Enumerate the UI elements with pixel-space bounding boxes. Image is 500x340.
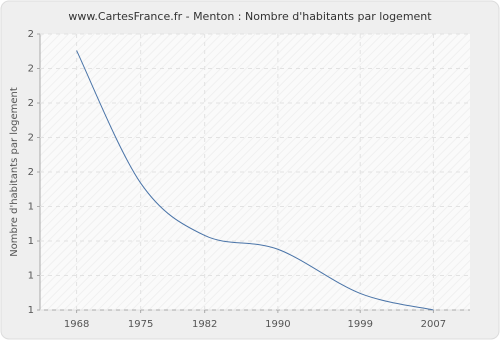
y-tick-label: 1: [28, 305, 34, 316]
y-tick-label: 2: [28, 167, 34, 178]
plot-area: [40, 34, 470, 310]
y-axis-label: Nombre d'habitants par logement: [9, 87, 20, 257]
x-tick-label: 1999: [347, 319, 372, 330]
y-tick-label: 2: [28, 133, 34, 144]
y-tick-label: 2: [28, 29, 34, 40]
y-tick-label: 1: [28, 271, 34, 282]
y-tick-label: 2: [28, 98, 34, 109]
y-tick-label: 1: [28, 236, 34, 247]
x-tick-label: 1990: [265, 319, 290, 330]
x-tick-label: 2007: [421, 319, 446, 330]
chart-title: www.CartesFrance.fr - Menton : Nombre d'…: [68, 10, 432, 23]
x-tick-label: 1968: [64, 319, 89, 330]
x-tick-label: 1982: [192, 319, 217, 330]
line: [76, 50, 434, 311]
y-tick-label: 1: [28, 202, 34, 213]
x-tick-label: 1975: [128, 319, 153, 330]
y-tick-label: 2: [28, 64, 34, 75]
